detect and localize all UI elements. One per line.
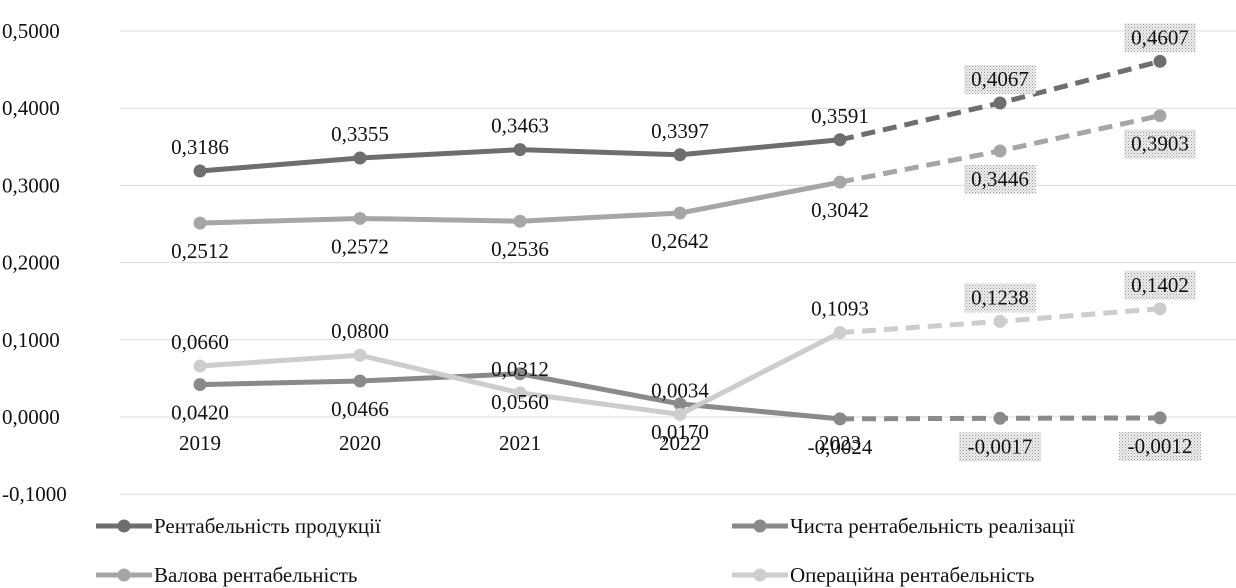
data-label: 0,3397: [651, 119, 709, 143]
data-point: [513, 214, 527, 228]
x-tick-label: 2019: [179, 431, 221, 455]
legend-label: Рентабельність продукції: [154, 514, 381, 538]
data-point: [513, 143, 527, 157]
data-label: 0,0800: [331, 319, 389, 343]
data-label: 0,3591: [811, 104, 869, 128]
data-label: 0,3186: [171, 135, 229, 159]
gridlines: [120, 30, 1236, 495]
data-label-box: [964, 283, 1036, 313]
y-tick-label: 0,5000: [2, 19, 60, 43]
legend-swatch-marker: [753, 519, 767, 533]
y-axis-tick-labels: -0,1000 0,0000 0,1000 0,2000 0,3000 0,4000 0,5…: [2, 19, 67, 506]
data-label: 0,2642: [651, 229, 709, 253]
data-label: 0,0034: [651, 378, 709, 402]
data-label-box: [1124, 23, 1196, 53]
data-point: [193, 378, 207, 392]
data-point: [353, 211, 367, 225]
data-label: -0,0017: [968, 434, 1033, 458]
data-point: [833, 175, 847, 189]
data-label: 0,3355: [331, 122, 389, 146]
legend-swatch-marker: [753, 568, 767, 582]
data-label: -0,0024: [808, 435, 873, 459]
data-point: [353, 348, 367, 362]
data-point: [353, 151, 367, 165]
data-label: 0,2572: [331, 234, 389, 258]
legend-label: Операційна рентабельність: [790, 563, 1034, 587]
data-point: [193, 216, 207, 230]
data-label-box: [964, 65, 1036, 95]
data-label: 0,1238: [971, 285, 1029, 309]
data-label-box: [964, 164, 1036, 194]
data-point: [833, 133, 847, 147]
data-label: 0,0420: [171, 401, 229, 425]
data-point: [353, 374, 367, 388]
x-tick-label: 2023: [819, 431, 861, 455]
data-label: 0,3042: [811, 198, 869, 222]
data-point: [193, 164, 207, 178]
data-label: -0,0012: [1128, 434, 1193, 458]
data-point: [993, 411, 1007, 425]
data-label: 0,0660: [171, 330, 229, 354]
data-point: [1153, 54, 1167, 68]
data-point: [1153, 109, 1167, 123]
x-tick-label: 2020: [339, 431, 381, 455]
data-point: [1153, 411, 1167, 425]
y-tick-label: 0,4000: [2, 96, 60, 120]
data-label: 0,2536: [491, 237, 549, 261]
data-label: 0,3903: [1131, 132, 1189, 156]
y-tick-label: 0,1000: [2, 328, 60, 352]
legend-label: Чиста рентабельність реалізації: [790, 514, 1075, 538]
data-point: [993, 314, 1007, 328]
legend-label: Валова рентабельність: [154, 563, 357, 587]
data-point: [193, 359, 207, 373]
data-point: [993, 144, 1007, 158]
data-label: 0,3463: [491, 114, 549, 138]
data-point: [673, 206, 687, 220]
data-label: 0,1402: [1131, 273, 1189, 297]
x-tick-label: 2022: [659, 431, 701, 455]
data-point: [833, 412, 847, 426]
data-label: 0,0312: [491, 357, 549, 381]
data-label: 0,0170: [651, 420, 709, 444]
data-point: [673, 397, 687, 411]
data-point: [1153, 302, 1167, 316]
data-label: 0,4607: [1131, 25, 1189, 49]
y-tick-label: 0,3000: [2, 173, 60, 197]
data-labels: 0,3186 0,3355 0,3463 0,3397 0,3591 0,4067 0,46…: [171, 23, 1202, 462]
data-point: [993, 96, 1007, 110]
data-label: 0,4067: [971, 67, 1029, 91]
y-tick-label: 0,2000: [2, 251, 60, 275]
data-label: 0,2512: [171, 239, 229, 263]
data-point: [673, 407, 687, 421]
legend-swatch-marker: [117, 519, 131, 533]
data-label-box: [958, 432, 1042, 462]
data-label-box: [1124, 270, 1196, 300]
y-tick-label: 0,0000: [2, 405, 60, 429]
data-point: [513, 386, 527, 400]
y-tick-label: -0,1000: [2, 482, 67, 506]
data-label-box: [1118, 431, 1202, 461]
data-point: [673, 148, 687, 162]
data-label: 0,1093: [811, 297, 869, 321]
data-label: 0,0560: [491, 390, 549, 414]
data-label: 0,3446: [971, 167, 1029, 191]
legend-swatch-marker: [117, 568, 131, 582]
x-tick-label: 2021: [499, 431, 541, 455]
data-label: 0,0466: [331, 397, 389, 421]
legend: Рентабельність продукції Валова рентабель…: [96, 514, 1075, 587]
data-point: [513, 367, 527, 381]
data-point: [833, 326, 847, 340]
series-lines: [193, 54, 1167, 426]
data-label-box: [1124, 129, 1196, 159]
